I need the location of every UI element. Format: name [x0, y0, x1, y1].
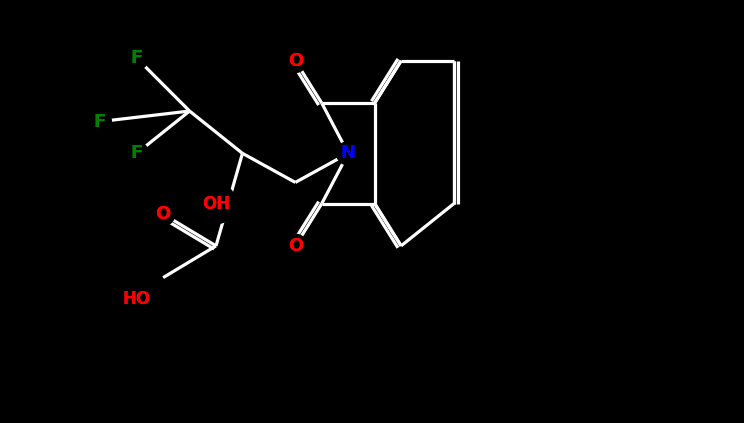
Text: F: F: [131, 144, 143, 162]
Circle shape: [196, 184, 236, 224]
Text: O: O: [155, 205, 171, 223]
Text: HO: HO: [123, 290, 151, 308]
Circle shape: [283, 49, 307, 72]
Text: N: N: [341, 144, 356, 162]
Text: F: F: [94, 113, 106, 131]
Text: OH: OH: [202, 195, 230, 213]
Text: OH: OH: [202, 195, 230, 213]
Text: F: F: [131, 49, 143, 67]
Circle shape: [152, 203, 175, 226]
Text: O: O: [288, 52, 303, 70]
Text: O: O: [155, 205, 171, 223]
Text: O: O: [288, 237, 303, 255]
Text: O: O: [288, 52, 303, 70]
Text: HO: HO: [123, 290, 151, 308]
Circle shape: [336, 142, 360, 165]
Text: O: O: [288, 237, 303, 255]
Circle shape: [88, 110, 112, 133]
Text: F: F: [94, 113, 106, 131]
Circle shape: [283, 234, 307, 258]
Circle shape: [125, 47, 148, 70]
Text: F: F: [131, 49, 143, 67]
Text: F: F: [131, 144, 143, 162]
Circle shape: [125, 142, 148, 165]
Text: N: N: [341, 144, 356, 162]
Circle shape: [117, 279, 157, 319]
